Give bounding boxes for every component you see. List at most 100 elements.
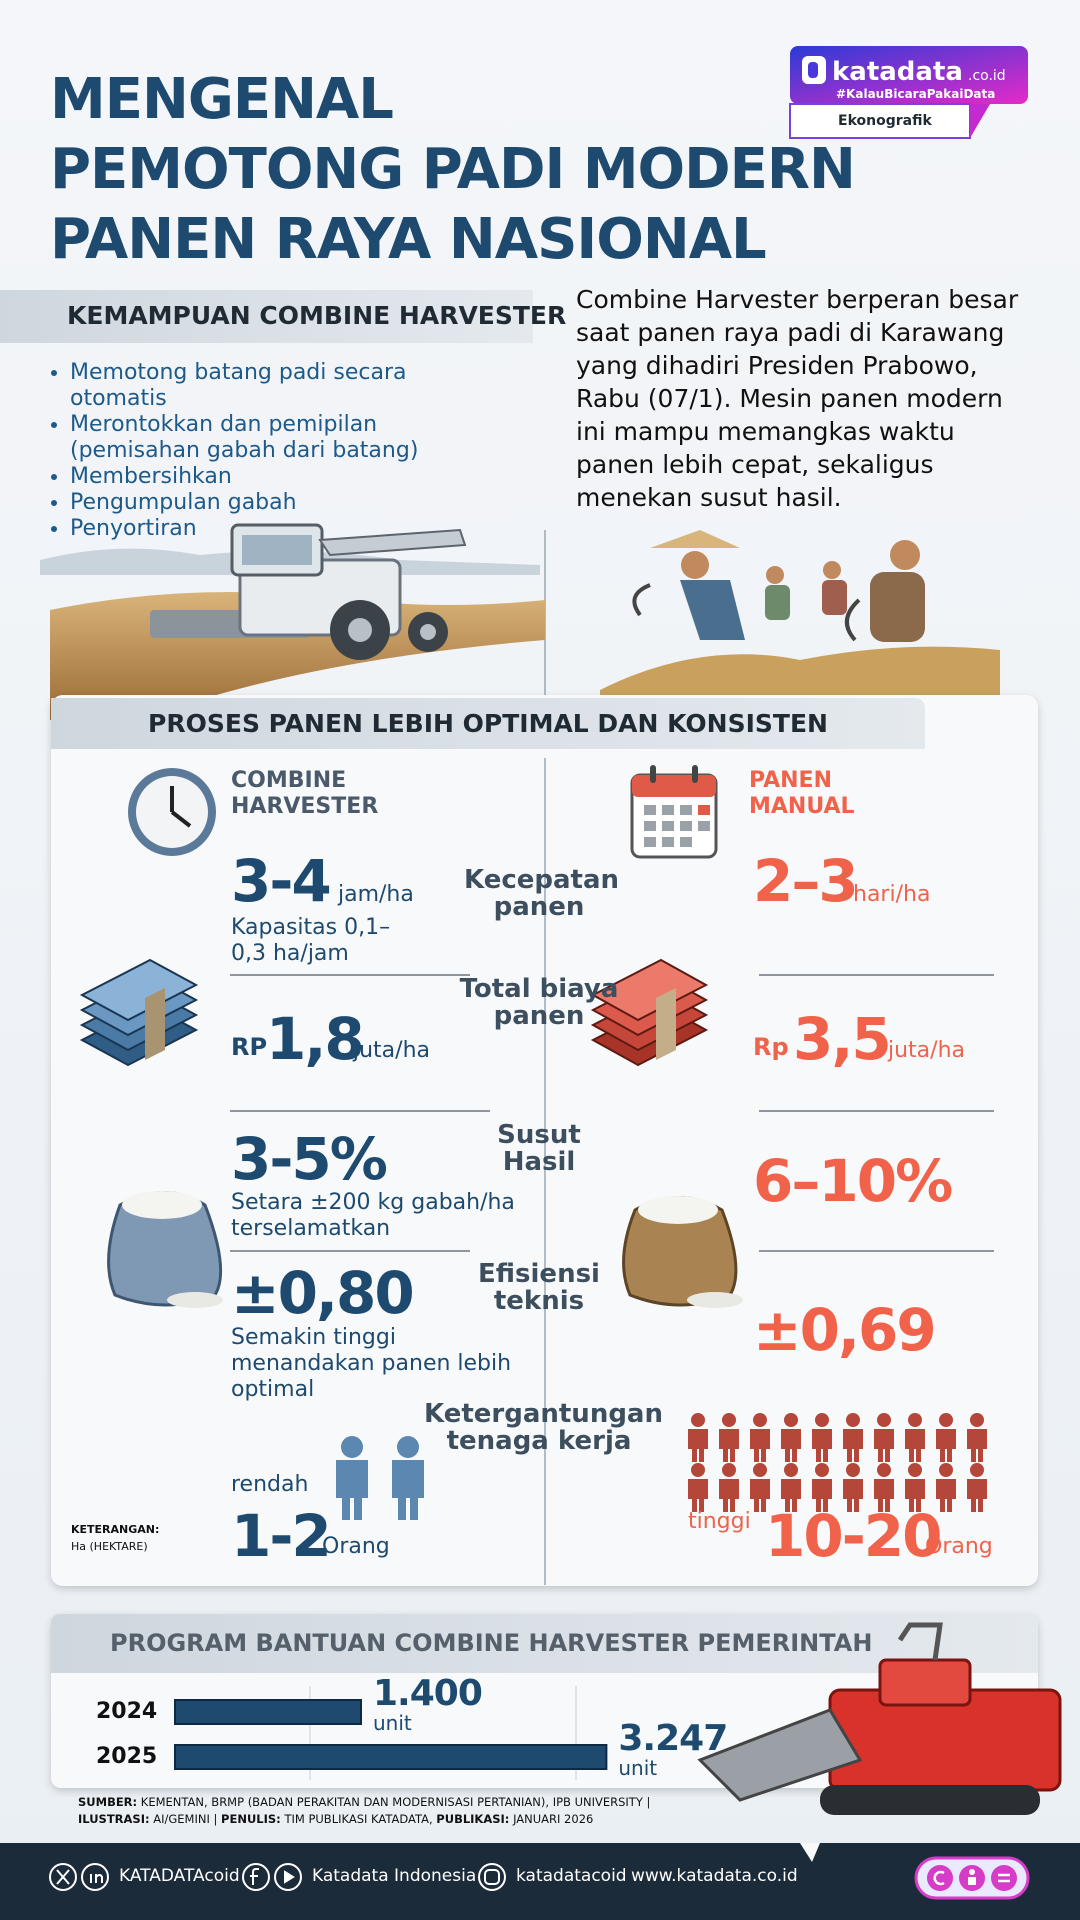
person-head (846, 1413, 860, 1427)
combine-value: 1,8 (266, 1005, 365, 1073)
farmers-illustration (600, 530, 1000, 695)
metric-label: Kecepatan panen (464, 865, 620, 923)
social-icons (49, 1863, 506, 1891)
person-body (905, 1429, 925, 1462)
combine-qualifier: rendah (231, 1472, 309, 1497)
manual-value: 3,5 (793, 1005, 892, 1073)
bill (79, 958, 199, 1022)
section-heading: PROGRAM BANTUAN COMBINE HARVESTER PEMERI… (110, 1629, 873, 1657)
combine-unit: juta/ha (353, 1038, 430, 1063)
person-head (815, 1413, 829, 1427)
person-head (397, 1436, 419, 1458)
icon-youtube-glyph (284, 1870, 295, 1884)
person-head (877, 1463, 891, 1477)
logo-bg (790, 46, 1028, 104)
combine-value: ±0,80 (231, 1259, 415, 1327)
unloader (318, 528, 467, 557)
category-label: 2025 (96, 1744, 158, 1769)
person-body (719, 1479, 739, 1512)
metric-label: Susut Hasil (497, 1120, 581, 1178)
metric-label: Efisiensi teknis (478, 1259, 600, 1317)
cell (662, 805, 674, 815)
manual-unit: hari/ha (853, 882, 931, 907)
cell (680, 821, 692, 831)
combine-note: Setara ±200 kg gabah/ha terselamatkan (231, 1190, 515, 1241)
manual-unit: juta/ha (888, 1038, 965, 1063)
published-text: JANUARI 2026 (513, 1812, 594, 1826)
person-head (722, 1463, 736, 1477)
manual-unit: Orang (925, 1534, 993, 1559)
author-label: PENULIS: (221, 1812, 281, 1826)
value-label: 1.400 (373, 1673, 483, 1714)
unit-label: unit (618, 1756, 658, 1780)
icon-linkedin (81, 1863, 109, 1891)
icon-x (49, 1863, 77, 1891)
category-label: 2024 (96, 1699, 158, 1724)
footer-x[interactable]: KATADATAcoid (119, 1866, 240, 1886)
sickle (632, 583, 651, 617)
head (890, 540, 920, 570)
shirt (680, 580, 745, 640)
hub (420, 624, 436, 640)
icon-linkedin-glyph (90, 1874, 103, 1883)
icon-instagram (478, 1863, 506, 1891)
row-separators (230, 974, 994, 1252)
band (145, 988, 165, 1060)
footer-instagram[interactable]: katadatacoid (516, 1866, 627, 1886)
logo-text: katadata (832, 57, 963, 87)
capability-item: Pengumpulan gabah (70, 490, 510, 516)
track (820, 1785, 1040, 1815)
person-head (939, 1413, 953, 1427)
nd-glyph (998, 1873, 1010, 1883)
section-heading: KEMAMPUAN COMBINE HARVESTER (67, 301, 567, 330)
person-head (877, 1413, 891, 1427)
person-body (781, 1479, 801, 1512)
person-head (753, 1463, 767, 1477)
person-body (688, 1429, 708, 1462)
red-harvester (697, 1622, 1062, 1815)
combine-value: 3-5% (231, 1125, 388, 1193)
person-body (812, 1429, 832, 1462)
title-line: PANEN RAYA NASIONAL (50, 207, 767, 272)
sickle (845, 598, 861, 642)
exhaust (897, 1622, 943, 1661)
nd-icon (991, 1865, 1017, 1891)
person-head (691, 1413, 705, 1427)
combine-prefix: RP (231, 1033, 268, 1061)
badge: Ekonografik (838, 113, 932, 129)
person-head (784, 1463, 798, 1477)
bill (590, 958, 709, 1022)
person-head (970, 1463, 984, 1477)
harvester-illustration (40, 523, 545, 720)
cell (680, 805, 692, 815)
manual-value: ±0,69 (753, 1296, 937, 1364)
illustration-text: AI/GEMINI | (153, 1812, 218, 1826)
clock-icon (128, 768, 216, 856)
person-body (719, 1429, 739, 1462)
shirt (765, 585, 790, 620)
people-high (688, 1413, 987, 1512)
band (656, 988, 676, 1060)
manual-value: 10-20 (765, 1502, 942, 1570)
title-line: PEMOTONG PADI MODERN (50, 137, 856, 202)
footer-facebook[interactable]: Katadata Indonesia (312, 1866, 477, 1886)
person-body (874, 1479, 894, 1512)
icon-facebook (242, 1863, 270, 1891)
person-body (392, 1460, 424, 1520)
head (823, 561, 841, 579)
published-label: PUBLIKASI: (436, 1812, 510, 1826)
shirt (870, 572, 925, 642)
person-head (939, 1463, 953, 1477)
header (697, 1708, 863, 1802)
cell (662, 821, 674, 831)
source-label: SUMBER: (78, 1795, 138, 1809)
person-body (936, 1479, 956, 1512)
combine-unit: Orang (322, 1534, 390, 1559)
manual-value: 6–10% (753, 1147, 953, 1215)
clock-hand (170, 810, 192, 828)
footer-website[interactable]: www.katadata.co.id (631, 1866, 798, 1886)
by-glyph (968, 1877, 976, 1885)
combine-note: Semakin tinggi menandakan panen lebih op… (231, 1325, 512, 1402)
